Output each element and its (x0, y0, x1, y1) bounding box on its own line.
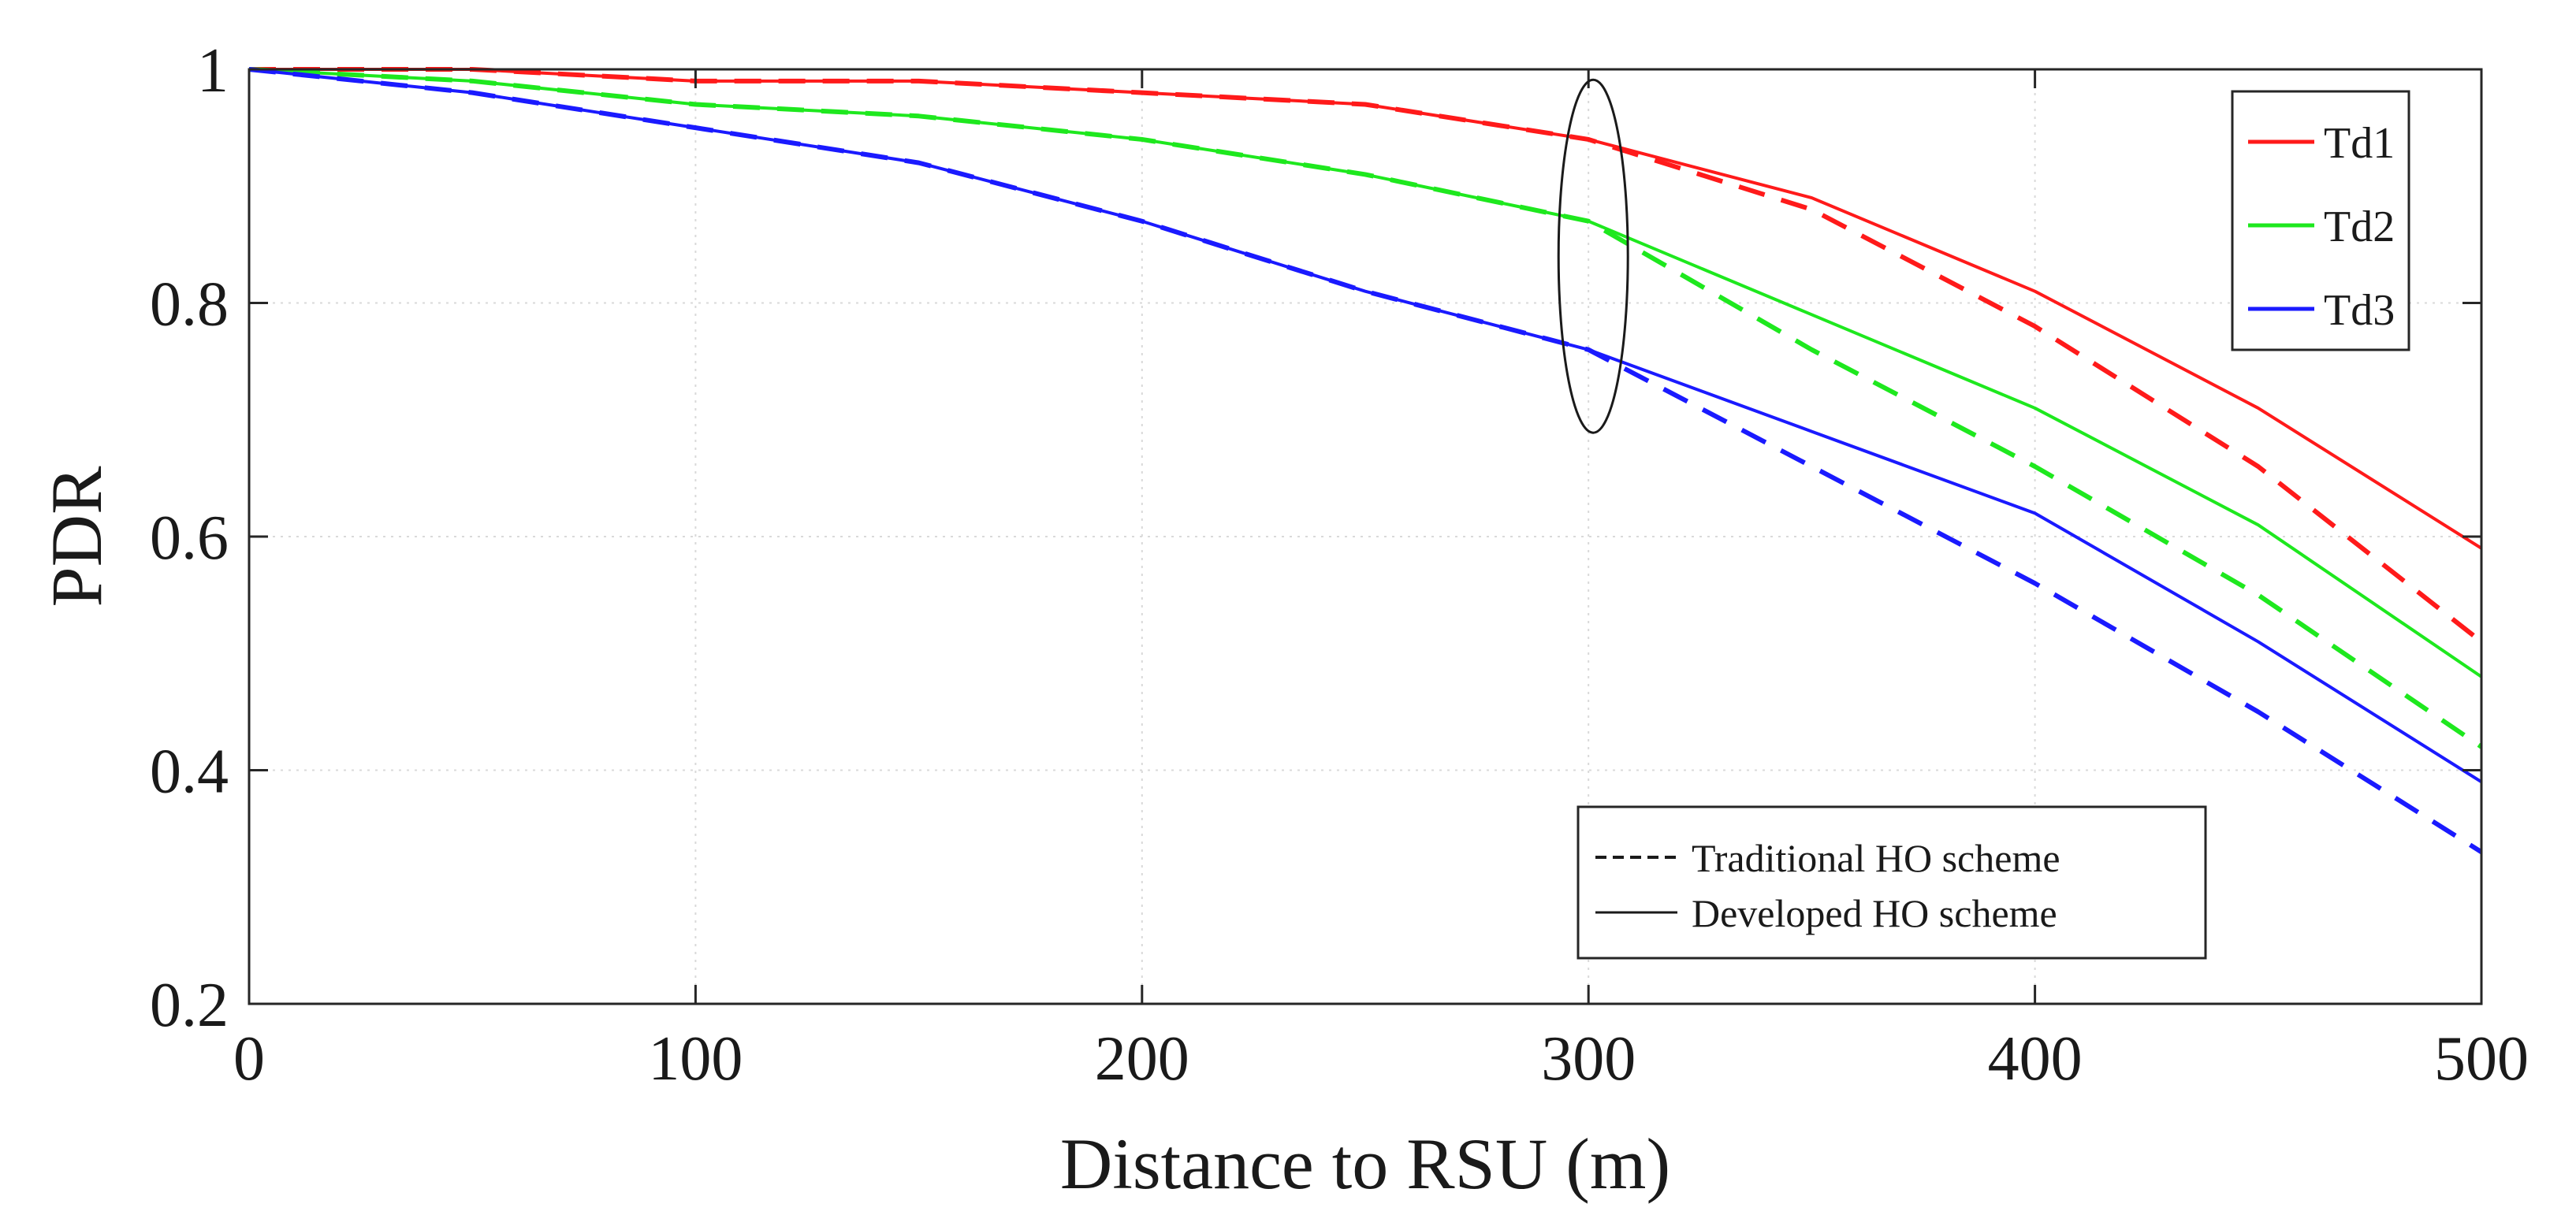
legend-label-dashed: Traditional HO scheme (1692, 836, 2060, 880)
y-axis-label: PDR (36, 466, 117, 608)
legend-colors-box (2231, 90, 2410, 351)
series-group (248, 67, 2483, 854)
legend-label-td3: Td3 (2324, 286, 2395, 335)
x-tick-label: 0 (233, 1024, 265, 1094)
legend-styles-box (1576, 805, 2207, 960)
x-tick-label: 500 (2434, 1024, 2529, 1094)
y-tick-label: 0.6 (150, 503, 229, 573)
divergence-ellipse (1557, 78, 1629, 434)
x-tick-label: 200 (1095, 1024, 1189, 1094)
series-line-td1-traditional (249, 67, 2483, 644)
legend-styles: Traditional HO scheme Developed HO scheme (1576, 805, 2207, 960)
grid (249, 69, 2481, 1004)
y-tick-label: 1 (197, 36, 229, 106)
x-tick-label: 100 (648, 1024, 743, 1094)
series-line-td2-traditional (248, 67, 2483, 749)
x-axis-label: Distance to RSU (m) (1060, 1124, 1670, 1204)
x-tick-label: 300 (1541, 1024, 1636, 1094)
legend-label-td1: Td1 (2324, 119, 2395, 168)
legend-label-td2: Td2 (2324, 202, 2395, 251)
legend-colors: Td1 Td2 Td3 (2231, 90, 2410, 351)
y-tick-label: 0.2 (150, 971, 229, 1040)
y-tick-label: 0.4 (150, 738, 229, 807)
legend-label-solid: Developed HO scheme (1692, 891, 2057, 935)
y-tick-label: 0.8 (150, 270, 229, 340)
series-line-td3-traditional (248, 67, 2483, 854)
tick-group: 0 100 200 300 400 500 0.2 0.4 0.6 0.8 1 (150, 36, 2529, 1094)
x-tick-label: 400 (1988, 1024, 2083, 1094)
